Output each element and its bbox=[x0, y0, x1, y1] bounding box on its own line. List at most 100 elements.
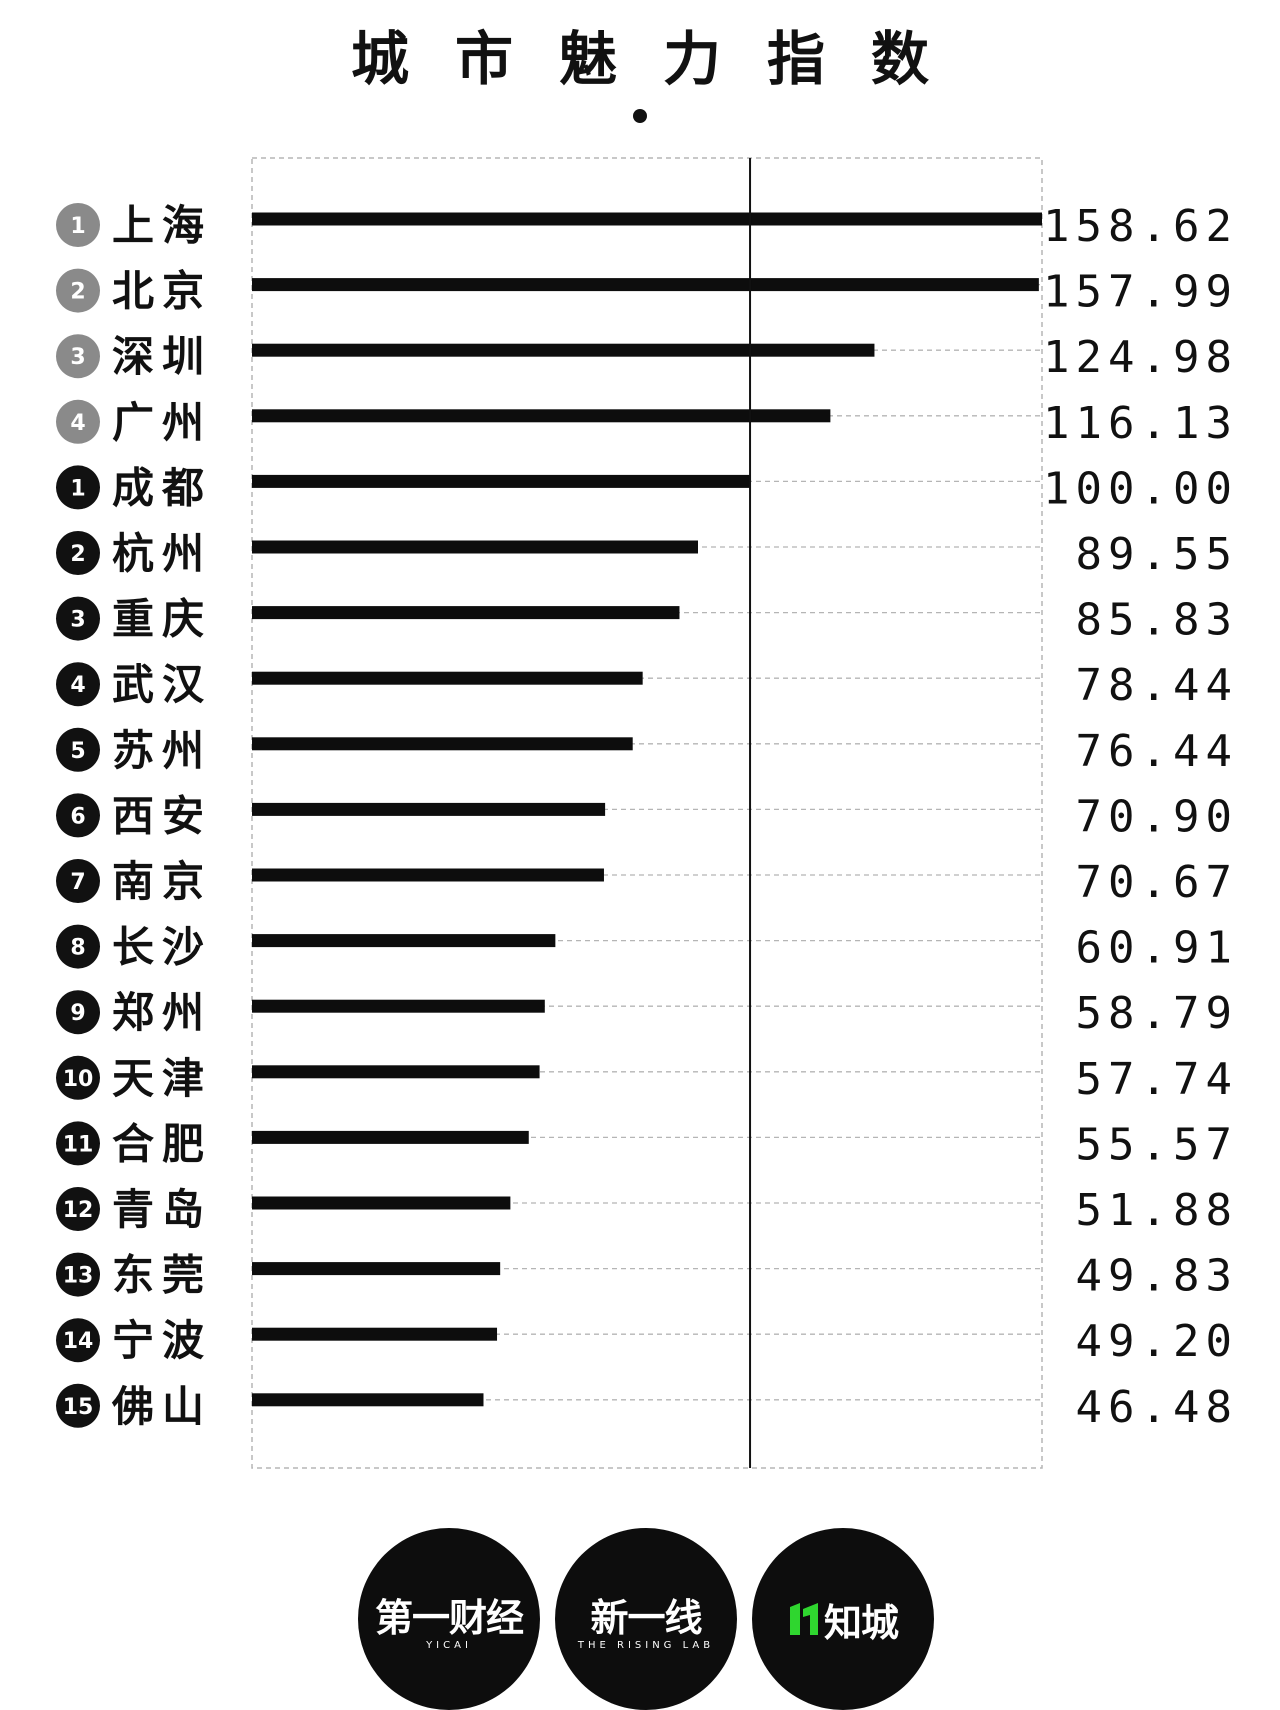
rank-badge bbox=[56, 1252, 100, 1297]
rank-badge bbox=[56, 1121, 100, 1166]
rank-number: 11 bbox=[63, 1132, 94, 1157]
bar-成都 bbox=[252, 474, 751, 488]
city-label: 郑州 bbox=[112, 988, 212, 1037]
chart-title: 城市魅力指数 bbox=[350, 25, 975, 93]
value-label: 46.48 bbox=[1076, 1382, 1238, 1433]
rank-number: 3 bbox=[70, 345, 85, 370]
logo-zhicheng: 知城 bbox=[752, 1528, 934, 1710]
rank-badge bbox=[56, 727, 100, 772]
rank-number: 4 bbox=[70, 673, 85, 698]
city-label: 青岛 bbox=[112, 1185, 212, 1234]
bar-南京 bbox=[252, 868, 604, 882]
rank-number: 8 bbox=[70, 936, 85, 961]
rank-number: 15 bbox=[63, 1395, 94, 1420]
rank-number: 6 bbox=[70, 804, 85, 829]
rank-badge bbox=[56, 1055, 100, 1100]
bar-杭州 bbox=[252, 540, 698, 554]
rank-number: 13 bbox=[63, 1264, 94, 1289]
bar-合肥 bbox=[252, 1130, 529, 1144]
rank-number: 9 bbox=[70, 1001, 85, 1026]
bar-天津 bbox=[252, 1065, 540, 1079]
rank-badge bbox=[56, 859, 100, 903]
value-label: 57.74 bbox=[1076, 1054, 1238, 1105]
value-label: 157.99 bbox=[1043, 267, 1238, 318]
rank-badge bbox=[56, 465, 100, 510]
bar-重庆 bbox=[252, 606, 680, 620]
city-label: 宁波 bbox=[112, 1316, 212, 1365]
rank-badge bbox=[56, 662, 100, 707]
rank-badge bbox=[56, 990, 100, 1035]
bar-东莞 bbox=[252, 1262, 501, 1276]
city-label: 上海 bbox=[112, 201, 212, 250]
bar-长沙 bbox=[252, 934, 556, 948]
city-label: 深圳 bbox=[112, 332, 212, 381]
rank-badge bbox=[56, 793, 100, 838]
city-label: 天津 bbox=[112, 1054, 212, 1103]
city-label: 苏州 bbox=[112, 726, 212, 775]
rank-number: 14 bbox=[63, 1329, 94, 1354]
rank-number: 2 bbox=[70, 542, 85, 567]
value-label: 49.20 bbox=[1076, 1316, 1238, 1367]
bar-上海 bbox=[252, 212, 1042, 226]
city-label: 东莞 bbox=[112, 1251, 212, 1300]
bar-青岛 bbox=[252, 1196, 511, 1210]
city-label: 合肥 bbox=[112, 1119, 212, 1168]
rank-number: 1 bbox=[70, 476, 85, 501]
title-dot bbox=[633, 109, 647, 123]
bar-佛山 bbox=[252, 1393, 484, 1407]
value-label: 116.13 bbox=[1043, 398, 1238, 449]
city-label: 南京 bbox=[112, 857, 212, 906]
rank-number: 5 bbox=[70, 739, 85, 764]
logo-rising-lab-sub: THE RISING LAB bbox=[577, 1640, 715, 1651]
rank-badge bbox=[56, 924, 100, 969]
bar-广州 bbox=[252, 409, 831, 423]
logo-zhicheng-text: 知城 bbox=[823, 1600, 899, 1645]
rank-number: 1 bbox=[70, 214, 85, 239]
rank-number: 2 bbox=[70, 280, 85, 305]
value-label: 158.62 bbox=[1043, 201, 1238, 252]
bar-北京 bbox=[252, 278, 1039, 292]
city-label: 重庆 bbox=[112, 595, 212, 644]
bar-西安 bbox=[252, 802, 606, 816]
bar-chart: 1 上海 158.62 2 北京 157.99 3 深圳 124.98 4 广州 116.13 1 成都 1… bbox=[56, 157, 1238, 1469]
value-label: 55.57 bbox=[1076, 1119, 1238, 1170]
chart-frame bbox=[251, 157, 1043, 1469]
rank-number: 12 bbox=[63, 1198, 94, 1223]
rank-number: 3 bbox=[70, 608, 85, 633]
value-label: 60.91 bbox=[1076, 923, 1238, 974]
logo-yicai-sub: YICAI bbox=[426, 1640, 472, 1651]
rank-number: 4 bbox=[70, 411, 85, 436]
value-label: 89.55 bbox=[1076, 529, 1238, 580]
rank-number: 7 bbox=[70, 870, 85, 895]
bar-layer bbox=[252, 158, 1042, 1468]
rank-badge bbox=[56, 596, 100, 641]
value-label: 49.83 bbox=[1076, 1251, 1238, 1302]
logo-zhicheng-mark-icon bbox=[789, 1603, 818, 1635]
value-label: 70.90 bbox=[1076, 791, 1238, 842]
value-label: 51.88 bbox=[1076, 1185, 1238, 1236]
logo-yicai-text: 第一财经 bbox=[374, 1596, 524, 1640]
rank-badge bbox=[56, 1318, 100, 1363]
rank-badge bbox=[56, 531, 100, 575]
city-label: 成都 bbox=[112, 463, 212, 512]
value-label: 70.67 bbox=[1076, 857, 1238, 908]
value-label: 124.98 bbox=[1043, 332, 1238, 383]
city-label: 北京 bbox=[112, 267, 212, 316]
logo-yicai: 第一财经 YICAI bbox=[358, 1528, 540, 1710]
city-label: 武汉 bbox=[112, 660, 212, 709]
rank-badge bbox=[56, 1187, 100, 1231]
value-label: 100.00 bbox=[1043, 463, 1238, 514]
rank-number: 10 bbox=[63, 1067, 94, 1092]
city-label: 杭州 bbox=[112, 529, 212, 578]
value-label: 85.83 bbox=[1076, 595, 1238, 646]
city-label: 广州 bbox=[112, 398, 212, 447]
value-label: 76.44 bbox=[1076, 726, 1238, 777]
bar-深圳 bbox=[252, 343, 875, 357]
bar-郑州 bbox=[252, 999, 545, 1013]
label-layer: 1 上海 158.62 2 北京 157.99 3 深圳 124.98 4 广州 116.13 1 成都 1… bbox=[56, 201, 1238, 1433]
rank-badge bbox=[56, 399, 100, 444]
bar-武汉 bbox=[252, 671, 643, 685]
value-label: 78.44 bbox=[1076, 660, 1238, 711]
rank-badge bbox=[56, 1383, 100, 1428]
rank-badge bbox=[56, 334, 100, 379]
